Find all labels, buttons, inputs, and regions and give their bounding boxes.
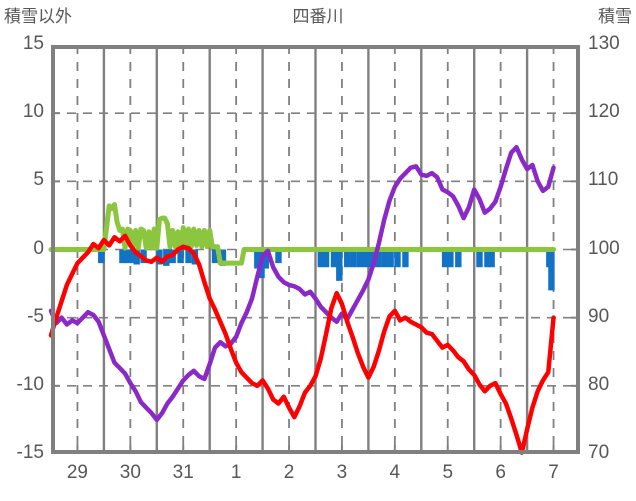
plot-area: [48, 45, 580, 455]
precipitation-bar: [185, 249, 192, 264]
precipitation-bar: [441, 249, 449, 268]
series-line: [48, 145, 556, 423]
right-axis-tick-label: 100: [588, 237, 620, 259]
x-axis-tick-label: 31: [172, 462, 194, 483]
precipitation-bar: [211, 249, 219, 264]
precipitation-bar: [254, 249, 261, 269]
left-axis-title: 積雪以外: [4, 7, 72, 26]
precipitation-bar: [548, 249, 555, 291]
series-line: [48, 233, 556, 455]
right-axis-tick-label: 90: [588, 305, 610, 327]
x-axis-tick-label: 7: [548, 462, 559, 483]
plot-frame: [51, 45, 580, 454]
left-axis-tick-label: -10: [16, 373, 44, 395]
precipitation-bar: [455, 249, 462, 268]
left-axis-tick-label: -15: [16, 442, 44, 463]
precipitation-bar: [330, 249, 338, 268]
precipitation-bar: [119, 249, 126, 264]
chart-title: 四番川: [292, 7, 344, 26]
left-axis-tick-label: 15: [22, 33, 44, 54]
right-axis-tick-label: 130: [588, 33, 620, 54]
right-axis-title: 積雪: [598, 7, 632, 26]
precipitation-bar: [488, 249, 495, 268]
precipitation-bar: [322, 249, 330, 268]
precipitation-bar: [262, 249, 269, 269]
precipitation-bar: [394, 249, 401, 268]
precipitation-bar: [402, 249, 409, 268]
precipitation-bar: [219, 249, 227, 266]
right-axis-tick-label: 80: [588, 373, 610, 395]
x-axis-tick-label: 29: [66, 462, 88, 483]
x-axis-tick-label: 1: [230, 462, 242, 483]
precipitation-bar: [447, 249, 454, 268]
left-axis-tick-label: 0: [33, 237, 44, 259]
right-axis-tick-label: 70: [588, 442, 610, 463]
x-axis-tick-label: 30: [119, 462, 141, 483]
precipitation-bar: [317, 249, 324, 268]
precipitation-bar: [476, 249, 483, 268]
x-axis-tick-label: 6: [495, 462, 506, 483]
x-axis-tick-label: 2: [283, 462, 295, 483]
precipitation-bar: [484, 249, 491, 268]
left-axis-tick-label: 10: [22, 101, 44, 123]
precipitation-bar: [367, 249, 375, 268]
precipitation-bar: [344, 249, 351, 268]
precipitation-bar: [177, 249, 184, 264]
precipitation-bar: [362, 249, 369, 268]
precipitation-bar: [275, 249, 282, 264]
left-axis-tick-label: 5: [33, 169, 44, 191]
series-line: [48, 202, 557, 266]
data-series: [48, 145, 557, 455]
precipitation-bar: [129, 249, 137, 264]
precipitation-bar: [98, 249, 105, 264]
precipitation-bar: [124, 249, 131, 264]
precipitation-bar: [356, 249, 364, 268]
precipitation-bar: [350, 249, 357, 268]
x-axis-tick-label: 3: [336, 462, 348, 483]
right-axis-tick-label: 110: [588, 169, 619, 191]
left-axis-tick-label: -5: [27, 305, 44, 327]
precipitation-bar: [381, 249, 388, 268]
precipitation-bar: [336, 249, 343, 281]
precipitation-bar: [133, 249, 140, 265]
right-axis-tick-label: 120: [588, 101, 620, 123]
x-axis-tick-label: 4: [389, 462, 401, 483]
precipitation-bar: [374, 249, 382, 268]
precipitation-bar: [387, 249, 394, 268]
x-axis-tick-label: 5: [442, 462, 454, 483]
